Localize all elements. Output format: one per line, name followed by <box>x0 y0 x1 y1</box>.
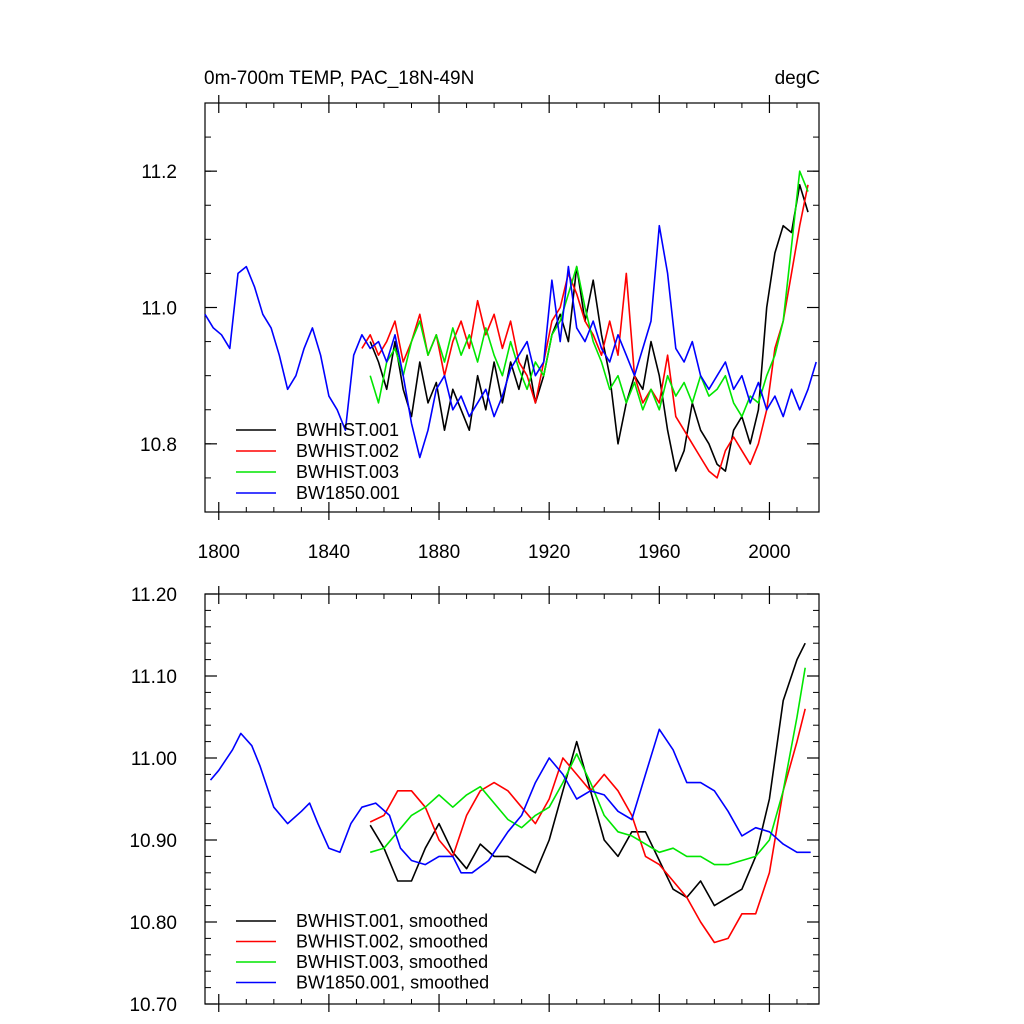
bottom-plot-frame <box>204 593 820 1005</box>
series-line-bwhist-003-smoothed <box>369 667 806 866</box>
y-tick-label: 11.20 <box>131 585 177 606</box>
legend-label: BW1850.001, smoothed <box>296 973 489 993</box>
y-tick-label: 10.8 <box>140 435 177 456</box>
top-title-left: 0m-700m TEMP, PAC_18N-49N <box>204 68 474 89</box>
legend-label: BWHIST.001, smoothed <box>296 911 488 931</box>
series-line-bw1850-001-smoothed <box>209 728 811 874</box>
y-tick-label: 10.70 <box>129 995 177 1016</box>
top-series-lines <box>204 170 817 479</box>
x-tick-label: 2000 <box>748 542 790 563</box>
x-tick-label: 1960 <box>638 542 680 563</box>
legend-label: BWHIST.003, smoothed <box>296 952 488 972</box>
y-tick-label: 10.80 <box>129 913 177 934</box>
x-tick-label: 1800 <box>198 542 240 563</box>
y-tick-label: 11.00 <box>131 749 177 770</box>
series-line-bwhist-002-smoothed <box>369 708 806 944</box>
series-line-bwhist-003 <box>369 170 809 418</box>
series-line-bwhist-001 <box>369 184 809 472</box>
bottom-series-lines <box>209 642 811 944</box>
legend-label: BWHIST.002, smoothed <box>296 932 488 952</box>
x-tick-label: 1920 <box>528 542 570 563</box>
bottom-panel: 10.70 10.80 10.90 11.00 11.10 11.20 BWHIST.00… <box>129 585 820 1016</box>
legend-label: BWHIST.001 <box>296 420 399 440</box>
legend-label: BW1850.001 <box>296 483 400 503</box>
legend-label: BWHIST.002 <box>296 441 399 461</box>
y-tick-label: 11.0 <box>141 299 177 320</box>
series-line-bwhist-001-smoothed <box>369 642 806 907</box>
y-tick-label: 11.10 <box>131 667 177 688</box>
top-panel: 0m-700m TEMP, PAC_18N-49N degC 1800 1840 1… <box>140 68 820 563</box>
top-axis-ticks: 1800 1840 1880 1920 1960 2000 10.8 11.0 11.2 <box>140 95 819 563</box>
series-line-bw1850-001 <box>204 224 817 459</box>
y-tick-label: 11.2 <box>141 162 177 183</box>
x-tick-label: 1880 <box>418 542 460 563</box>
series-line-bwhist-002 <box>361 184 809 479</box>
legend-label: BWHIST.003 <box>296 462 399 482</box>
bottom-axis-ticks: 10.70 10.80 10.90 11.00 11.10 11.20 <box>129 585 819 1016</box>
y-tick-label: 10.90 <box>129 831 177 852</box>
x-tick-label: 1840 <box>308 542 350 563</box>
top-title-right: degC <box>775 68 820 89</box>
